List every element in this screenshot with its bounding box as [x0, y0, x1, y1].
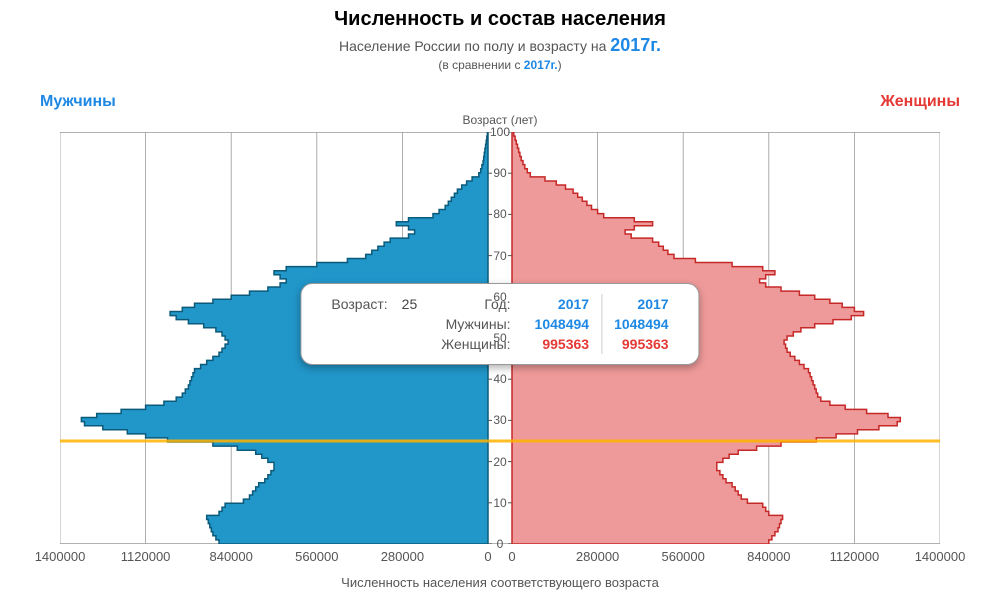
- chart-subtitle: Население России по полу и возрасту на 2…: [0, 35, 1000, 56]
- tooltip-year-b: 2017: [602, 294, 681, 314]
- x-tick-label: 1120000: [830, 549, 880, 564]
- y-tick-label: 20: [493, 455, 506, 469]
- chart-title: Численность и состав населения: [0, 8, 1000, 31]
- y-tick-label: 10: [493, 496, 506, 510]
- tooltip-men-label: Мужчины:: [429, 314, 522, 334]
- x-tick-label: 280000: [576, 549, 619, 564]
- x-tick-label: 280000: [381, 549, 424, 564]
- tooltip-year-a: 2017: [523, 294, 602, 314]
- compare-prefix: (в сравнении с: [438, 58, 523, 72]
- y-tick-label: 50: [493, 331, 506, 345]
- compare-suffix: ): [558, 58, 562, 72]
- y-tick-label: 100: [490, 125, 510, 139]
- x-tick-label: 1400000: [35, 549, 86, 564]
- x-tick-label: 0: [508, 549, 515, 564]
- tooltip-age-value: 25: [400, 294, 430, 314]
- legend-men: Мужчины: [40, 93, 116, 111]
- y-tick-label: 40: [493, 372, 506, 386]
- tooltip-men-a: 1048494: [523, 314, 602, 334]
- tooltip-women-label: Женщины:: [429, 334, 522, 354]
- y-tick-label: 60: [493, 290, 506, 304]
- chart-compare-line: (в сравнении с 2017г.): [0, 58, 1000, 72]
- tooltip-age-label: Возраст:: [319, 294, 399, 314]
- x-tick-label: 1120000: [121, 549, 171, 564]
- y-tick-label: 0: [497, 537, 504, 551]
- y-tick-label: 30: [493, 413, 506, 427]
- x-tick-label: 0: [484, 549, 491, 564]
- x-tick-label: 840000: [747, 549, 790, 564]
- x-tick-label: 560000: [295, 549, 338, 564]
- tooltip-year-label: Год:: [429, 294, 522, 314]
- x-tick-label: 1400000: [915, 549, 966, 564]
- tooltip-women-a: 995363: [523, 334, 602, 354]
- y-tick-label: 70: [493, 249, 506, 263]
- subtitle-prefix: Население России по полу и возрасту на: [339, 38, 610, 54]
- x-tick-label: 560000: [661, 549, 704, 564]
- tooltip-men-b: 1048494: [602, 314, 681, 334]
- x-tick-label: 840000: [209, 549, 252, 564]
- y-tick-label: 80: [493, 207, 506, 221]
- y-tick-label: 90: [493, 166, 506, 180]
- subtitle-year: 2017г.: [610, 35, 661, 55]
- compare-year: 2017г.: [524, 58, 558, 72]
- tooltip-women-b: 995363: [602, 334, 681, 354]
- legend-women: Женщины: [880, 93, 960, 111]
